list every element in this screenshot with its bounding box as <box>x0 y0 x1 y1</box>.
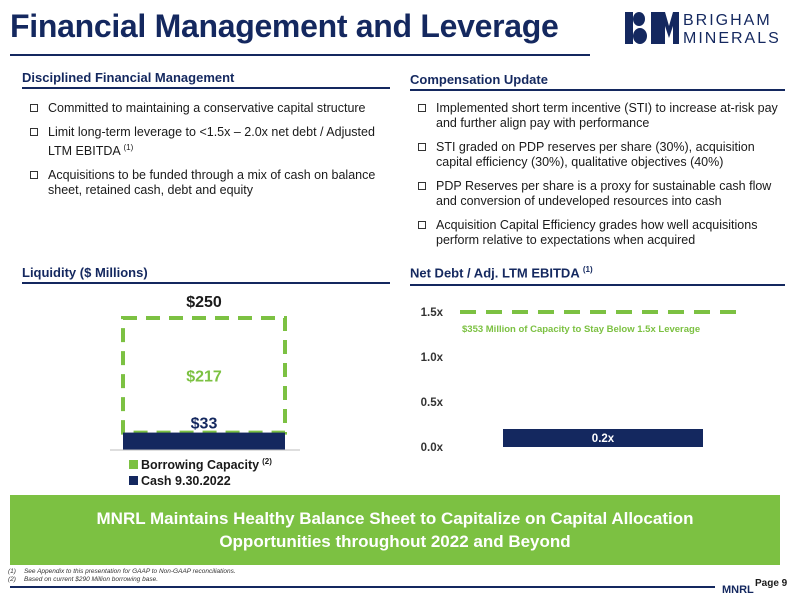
checkbox-bullet-icon <box>418 104 426 112</box>
footnotes: (1) See Appendix to this presentation for… <box>8 568 236 584</box>
disciplined-bullet-list: Committed to maintaining a conservative … <box>26 101 396 207</box>
legend-borrowing-text: Borrowing Capacity (2) <box>141 457 272 472</box>
liquidity-cash-bar <box>123 432 285 450</box>
netdebt-bar <box>503 429 703 447</box>
banner-line2: Opportunities throughout 2022 and Beyond <box>219 532 571 551</box>
compensation-divider <box>410 89 785 91</box>
netdebt-section-title: Net Debt / Adj. LTM EBITDA (1) <box>410 265 593 281</box>
liquidity-divider <box>22 282 390 284</box>
legend-cash-swatch <box>129 476 138 485</box>
brigham-logo-mark-icon <box>625 12 679 44</box>
checkbox-bullet-icon <box>418 182 426 190</box>
checkbox-bullet-icon <box>30 128 38 136</box>
threshold-annotation: $353 Million of Capacity to Stay Below 1… <box>462 324 700 335</box>
legend-borrowing-swatch <box>129 460 138 469</box>
list-item: Committed to maintaining a conservative … <box>26 101 396 116</box>
footnote-ref: (1) <box>123 143 134 152</box>
liquidity-borrowing-bar <box>121 316 287 435</box>
compensation-section-title: Compensation Update <box>410 72 548 87</box>
legend-cash-text: Cash 9.30.2022 <box>141 474 231 488</box>
ytick-label: 0.5x <box>421 397 444 409</box>
list-item: Implemented short term incentive (STI) t… <box>414 101 790 131</box>
netdebt-chart: 0.0x 0.5x 1.0x 1.5x $353 Million of Capa… <box>421 307 740 454</box>
footer-divider <box>10 586 715 588</box>
page-title: Financial Management and Leverage <box>10 8 559 44</box>
banner-line1: MNRL Maintains Healthy Balance Sheet to … <box>96 509 694 528</box>
checkbox-bullet-icon <box>418 221 426 229</box>
liquidity-total-label: $250 <box>186 294 222 311</box>
ytick-label: 1.0x <box>421 352 444 364</box>
list-item: Acquisition Capital Efficiency grades ho… <box>414 218 790 248</box>
footnote: (1) See Appendix to this presentation for… <box>8 568 236 575</box>
ytick-label: 0.0x <box>421 442 444 454</box>
disciplined-divider <box>22 87 390 89</box>
liquidity-section-title: Liquidity ($ Millions) <box>22 265 148 280</box>
compensation-bullet-list: Implemented short term incentive (STI) t… <box>414 101 790 257</box>
logo-line2: MINERALS <box>683 30 781 47</box>
conclusion-banner: MNRL Maintains Healthy Balance Sheet to … <box>10 495 780 565</box>
brigham-logo: BRIGHAM MINERALS <box>625 10 795 48</box>
checkbox-bullet-icon <box>418 143 426 151</box>
list-item: Limit long-term leverage to <1.5x – 2.0x… <box>26 125 396 159</box>
ytick-label: 1.5x <box>421 307 444 319</box>
liquidity-borrowing-label: $217 <box>186 368 222 385</box>
title-divider <box>10 54 590 56</box>
liquidity-chart: $250 $217 $33 Borrowing Capacity (2) Cash… <box>110 294 300 488</box>
list-item: STI graded on PDP reserves per share (30… <box>414 140 790 170</box>
liquidity-cash-label: $33 <box>191 416 218 433</box>
checkbox-bullet-icon <box>30 104 38 112</box>
list-item: PDP Reserves per share is a proxy for su… <box>414 179 790 209</box>
checkbox-bullet-icon <box>30 171 38 180</box>
page-number: Page 9 <box>755 578 788 589</box>
list-item: Acquisitions to be funded through a mix … <box>26 168 396 198</box>
netdebt-bar-label: 0.2x <box>592 433 615 445</box>
netdebt-divider <box>410 284 785 286</box>
logo-line1: BRIGHAM <box>683 12 772 29</box>
footnote: (2) Based on current $290 Million borrowi… <box>8 576 159 583</box>
disciplined-section-title: Disciplined Financial Management <box>22 70 235 85</box>
footer-ticker: MNRL <box>722 584 754 596</box>
